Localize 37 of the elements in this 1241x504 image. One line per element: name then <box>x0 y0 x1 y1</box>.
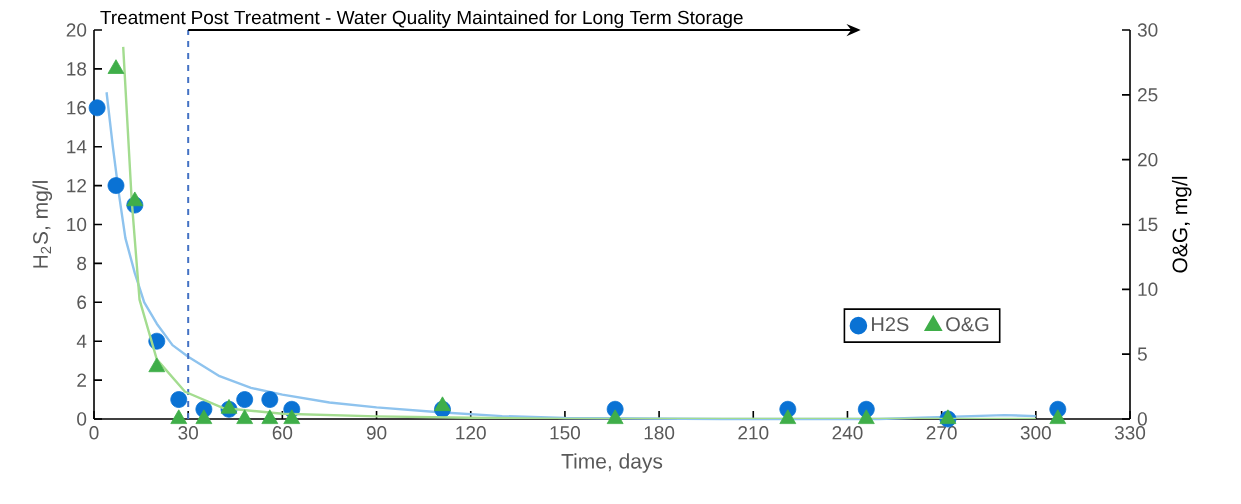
x-tick-label: 240 <box>832 426 863 440</box>
y2-tick-label: 30 <box>1137 23 1158 37</box>
y-tick-label: 20 <box>66 23 87 37</box>
x-tick-label: 90 <box>366 426 387 440</box>
y-axis-title: H$_{2}$S, mg/l <box>32 181 53 268</box>
text: Post Treatment - Water Quality Maintained for Long Term Storage <box>192 10 743 28</box>
y2-tick-label: 0 <box>1137 412 1147 426</box>
text: Treatment <box>100 10 186 25</box>
y-tick-label: 8 <box>77 256 87 271</box>
x-tick-label: 300 <box>1020 426 1051 440</box>
x-tick-label: 120 <box>456 426 486 440</box>
x-tick-label: 60 <box>272 426 293 440</box>
y2-axis-title: O&G, mg/l <box>1171 176 1192 273</box>
y-tick-label: 16 <box>67 101 87 115</box>
x-tick-label: 30 <box>178 426 198 440</box>
x-tick-label: 270 <box>926 426 957 440</box>
y-tick-label: 6 <box>77 295 87 310</box>
y2-tick-label: 15 <box>1138 217 1158 232</box>
x-axis-title: Time, days <box>561 453 663 473</box>
y2-tick-label: 5 <box>1137 347 1147 361</box>
y-tick-label: 2 <box>77 373 86 387</box>
y-tick-label: 14 <box>67 140 87 154</box>
y-tick-label: 12 <box>67 178 86 193</box>
legend-label: O&G <box>946 317 989 332</box>
legend-label: H2S <box>872 317 909 332</box>
y2-tick-label: 20 <box>1138 152 1158 167</box>
y-tick-label: 4 <box>76 334 87 348</box>
x-tick-label: 330 <box>1114 426 1146 440</box>
y-tick-label: 0 <box>77 412 87 426</box>
x-tick-label: 0 <box>89 426 99 440</box>
y2-tick-label: 10 <box>1138 282 1158 297</box>
x-tick-label: 180 <box>644 426 675 440</box>
y-tick-label: 18 <box>67 62 87 76</box>
y-tick-label: 10 <box>67 217 87 232</box>
y2-tick-label: 25 <box>1138 88 1158 102</box>
x-tick-label: 210 <box>738 426 769 440</box>
x-tick-label: 150 <box>550 426 581 440</box>
